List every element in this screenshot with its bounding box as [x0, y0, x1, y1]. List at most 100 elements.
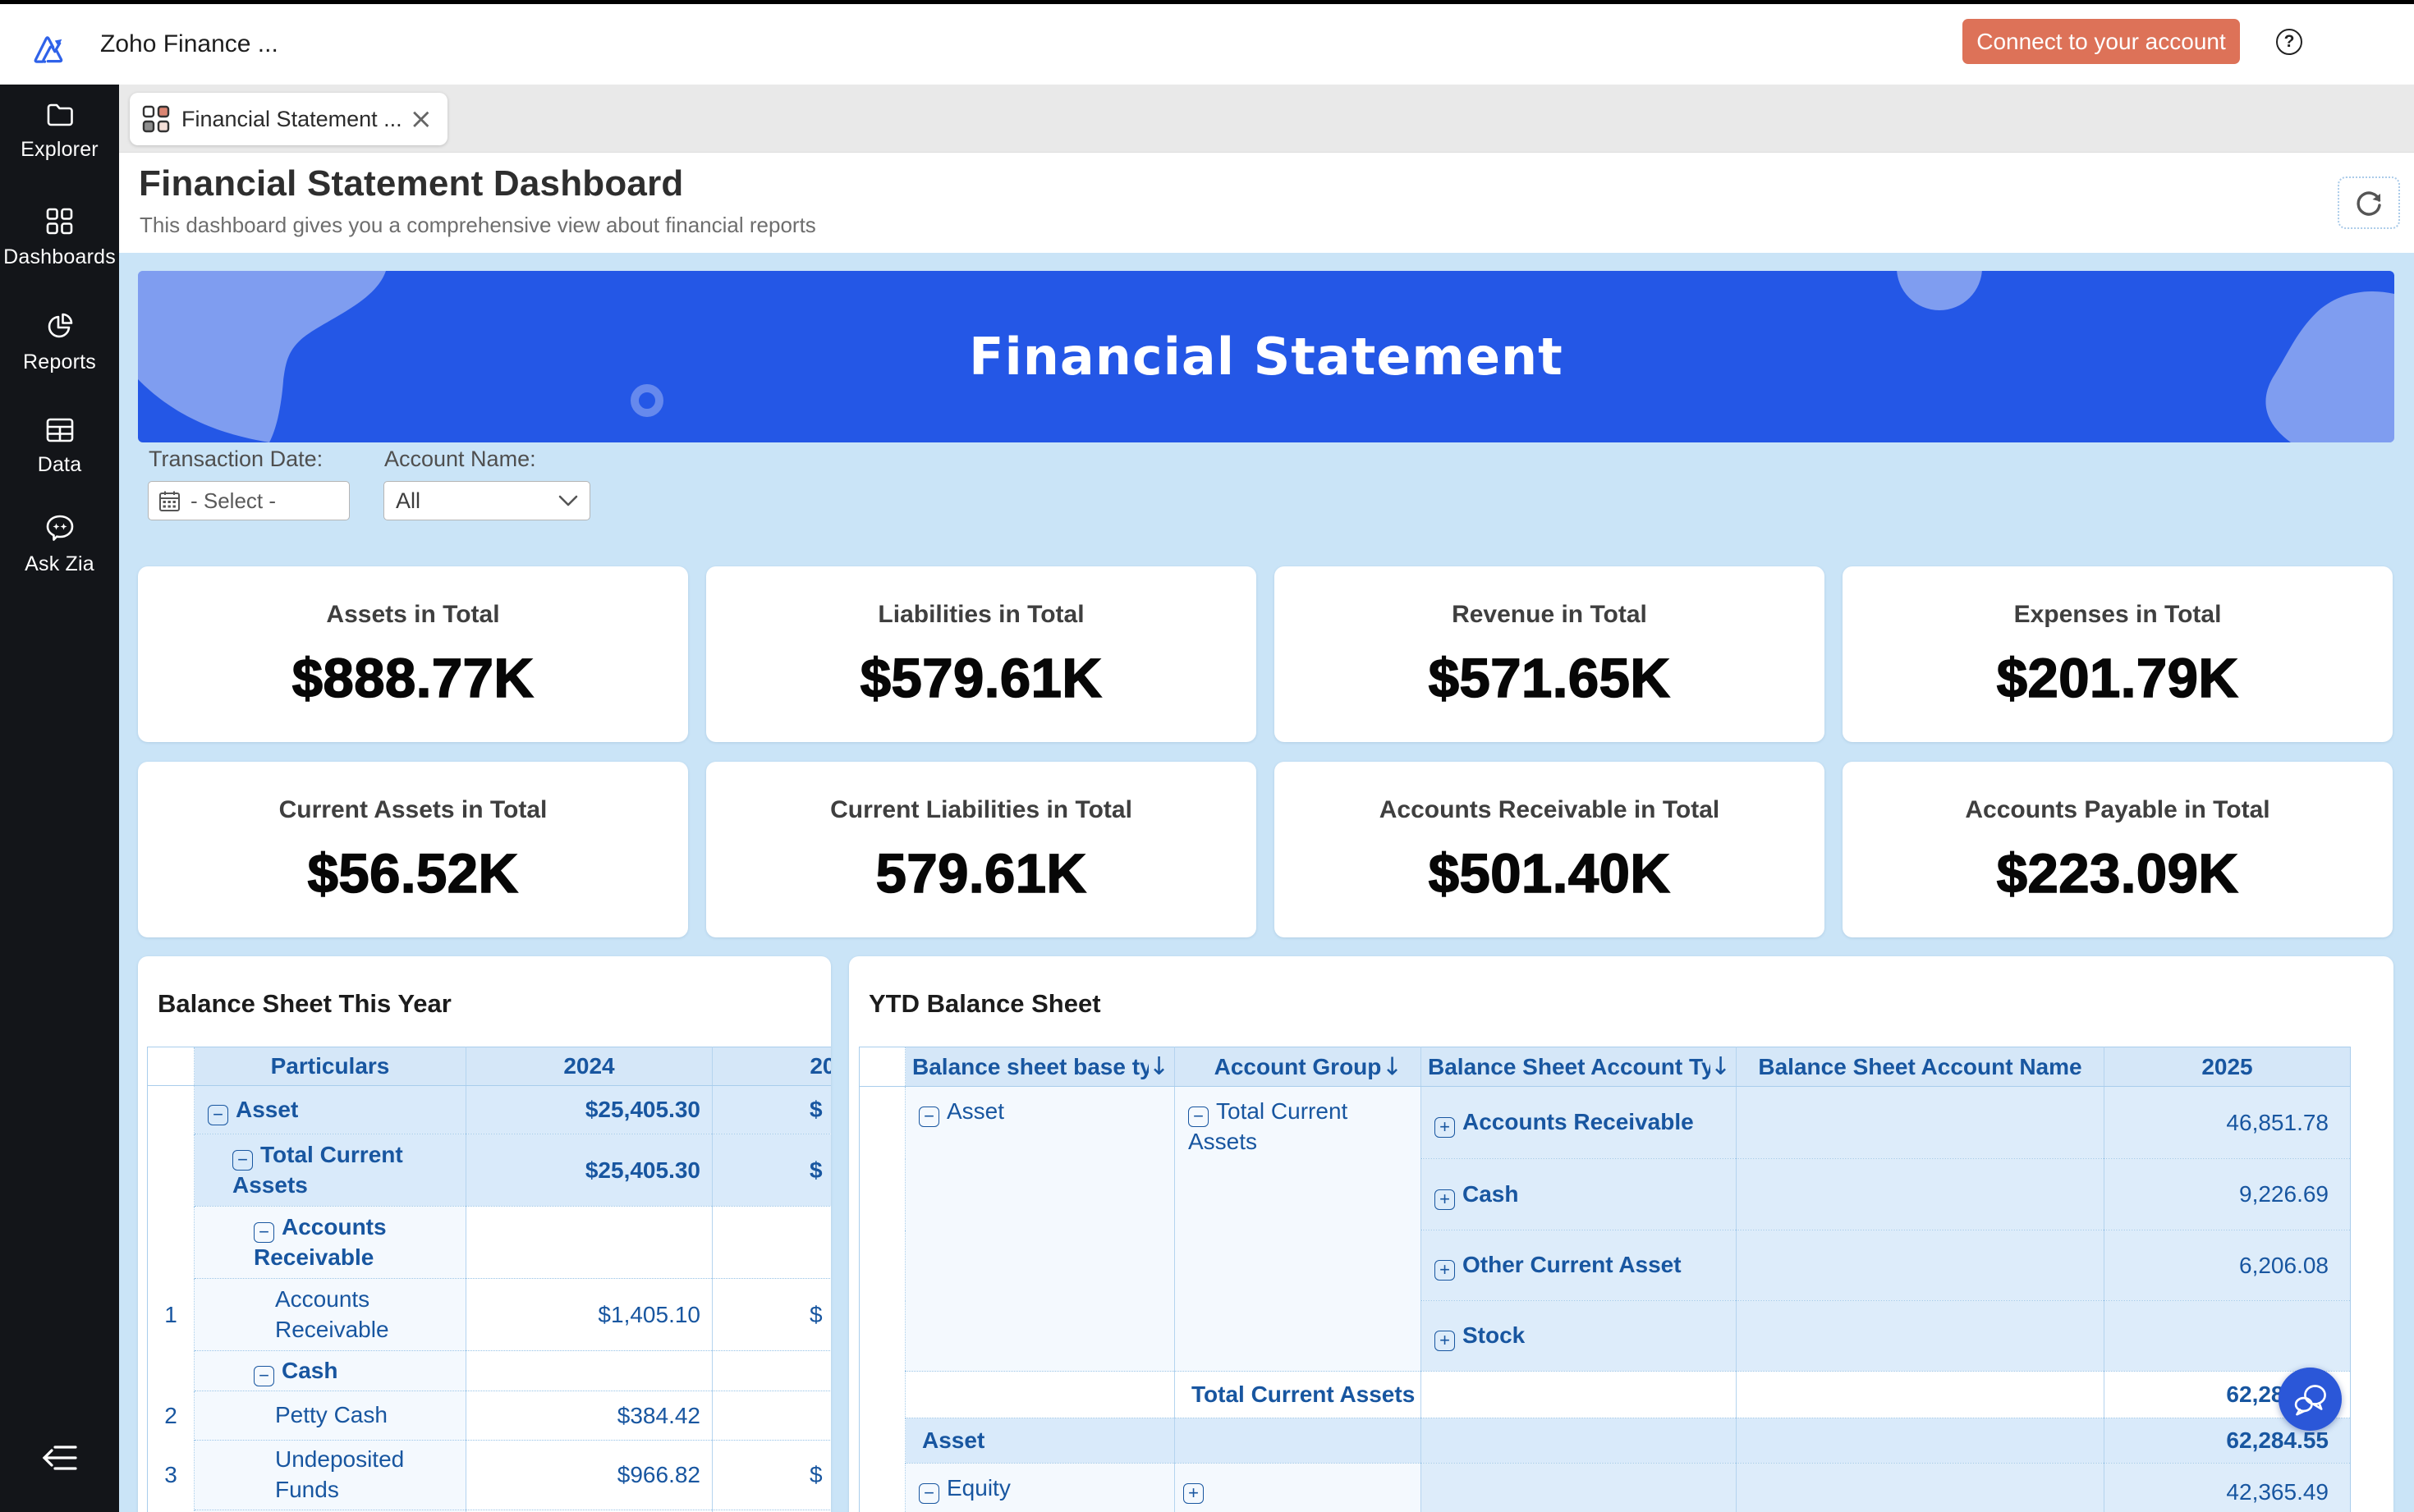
sidebar-item-label: Ask Zia [25, 552, 94, 575]
row-number-cell [859, 1418, 906, 1464]
table-cell: − Cash [194, 1350, 466, 1391]
col-header-account-group[interactable]: Account Group ↓ [1174, 1047, 1421, 1087]
col-header-2025[interactable]: 2025 [2104, 1047, 2351, 1087]
row-number-cell [147, 1047, 195, 1086]
account-name-select[interactable]: All [383, 481, 590, 520]
cell-2024 [466, 1206, 713, 1279]
tab-bar: Financial Statement ... × [119, 85, 2414, 153]
col-header-balance-sheet-account-name[interactable]: Balance Sheet Account Name [1736, 1047, 2104, 1087]
table-cell: + Cash [1420, 1158, 1737, 1230]
cell-2024: $384.42 [466, 1391, 713, 1441]
cell-2024: $25,405.30 [466, 1085, 713, 1134]
row-label: Total Current Assets [232, 1141, 403, 1198]
row-label: Total Current Assets [1188, 1098, 1348, 1154]
col-header-2024[interactable]: 2024 [466, 1047, 713, 1086]
table-cell: − Asset [905, 1086, 1175, 1372]
collapse-node-icon[interactable]: − [919, 1483, 939, 1504]
kpi-card-assets-in-total: Assets in Total $888.77K [138, 566, 688, 742]
collapse-sidebar-icon[interactable] [41, 1443, 79, 1473]
kpi-card-accounts-receivable-in-total: Accounts Receivable in Total $501.40K [1274, 762, 1824, 937]
expand-node-icon[interactable]: + [1434, 1117, 1455, 1138]
row-number: 2 [147, 1391, 195, 1441]
table-row: 1 Accounts Receivable $1,405.10 $ [147, 1278, 831, 1351]
col-header-particulars[interactable]: Particulars [194, 1047, 466, 1086]
sidebar-item-label: Data [37, 453, 82, 476]
refresh-icon [2357, 191, 2381, 216]
cell-2024: $1,405.10 [466, 1278, 713, 1351]
cell-2025: 46,851.78 [2104, 1086, 2351, 1159]
sidebar-item-reports[interactable]: Reports [0, 312, 119, 374]
kpi-card-accounts-payable-in-total: Accounts Payable in Total $223.09K [1843, 762, 2393, 937]
table-cell: − Total Current Assets [194, 1134, 466, 1207]
help-icon[interactable]: ? [2276, 29, 2302, 55]
row-label: Asset [947, 1098, 1005, 1124]
tab-close-icon[interactable]: × [409, 103, 434, 135]
table-cell [1420, 1418, 1737, 1464]
kpi-label: Assets in Total [326, 601, 500, 628]
banner-decoration [138, 271, 2394, 442]
table-cell: − Accounts Receivable [194, 1206, 466, 1279]
collapse-node-icon[interactable]: − [232, 1149, 253, 1171]
row-label: Stock [1462, 1322, 1526, 1348]
chevron-down-icon [558, 495, 578, 506]
kpi-value: 579.61K [875, 842, 1087, 905]
col-header-balance-sheet-base-ty[interactable]: Balance sheet base ty ↓ [905, 1047, 1175, 1087]
table-cell: Undeposited Funds [194, 1440, 466, 1510]
cell-2024: $25,405.30 [466, 1134, 713, 1207]
expand-node-icon[interactable]: + [1183, 1483, 1204, 1504]
dashboards-grid-icon [0, 208, 119, 235]
panel-right-title: YTD Balance Sheet [869, 989, 1101, 1018]
cell-2025: 42,365.49 [2104, 1463, 2351, 1512]
zoho-analytics-logo-icon[interactable] [31, 27, 71, 66]
table-cell [1174, 1418, 1421, 1464]
col-header-2025[interactable]: 2025 [712, 1047, 831, 1086]
sidebar-item-explorer[interactable]: Explorer [0, 103, 119, 162]
cell-2025 [2104, 1300, 2351, 1372]
sidebar-item-ask-zia[interactable]: Ask Zia [0, 515, 119, 576]
table-cell [1736, 1463, 2104, 1512]
banner-title: Financial Statement [969, 327, 1563, 387]
row-label: Undeposited Funds [275, 1446, 405, 1502]
row-label: Accounts Receivable [275, 1285, 389, 1342]
table-row: + Cash 9,226.69 [859, 1158, 2351, 1230]
table-cell: + Other Current Asset [1420, 1230, 1737, 1301]
row-number [859, 1158, 906, 1230]
collapse-node-icon[interactable]: − [919, 1107, 939, 1127]
table-row: 2 Petty Cash $384.42 [147, 1391, 831, 1441]
expand-node-icon[interactable]: + [1434, 1331, 1455, 1351]
collapse-node-icon[interactable]: − [208, 1104, 228, 1125]
ytd-balance-sheet-table: Balance sheet base ty ↓ Account Group ↓ Bala… [859, 1047, 2351, 1512]
row-label: Accounts Receivable [1462, 1109, 1694, 1134]
expand-node-icon[interactable]: + [1434, 1189, 1455, 1210]
refresh-button[interactable] [2338, 176, 2400, 229]
table-cell [1420, 1463, 1737, 1512]
col-header-balance-sheet-account-ty[interactable]: Balance Sheet Account Ty ↓ [1420, 1047, 1737, 1087]
table-row: + Stock [859, 1300, 2351, 1372]
collapse-node-icon[interactable]: − [254, 1365, 274, 1386]
transaction-date-input[interactable]: - Select - [148, 481, 350, 520]
connect-account-button[interactable]: Connect to your account [1962, 19, 2240, 64]
sidebar-item-data[interactable]: Data [0, 418, 119, 477]
cell-2024 [466, 1350, 713, 1391]
cell-2024 [466, 1510, 713, 1512]
collapse-node-icon[interactable]: − [254, 1221, 274, 1243]
sidebar-item-dashboards[interactable]: Dashboards [0, 208, 119, 269]
table-cell [1420, 1371, 1737, 1418]
topbar: Zoho Finance ... Connect to your account… [0, 4, 2414, 85]
collapse-node-icon[interactable]: − [1188, 1107, 1209, 1127]
sort-desc-icon: ↓ [1710, 1052, 1731, 1081]
cell-2025: $ [712, 1134, 831, 1207]
table-row: − Total Current Assets $25,405.30 $ [147, 1134, 831, 1207]
expand-node-icon[interactable]: + [1434, 1260, 1455, 1281]
row-label: Other Current Asset [1462, 1252, 1682, 1277]
dashboard-canvas: Financial Statement Transaction Date: - … [119, 253, 2414, 1512]
kpi-label: Accounts Receivable in Total [1379, 796, 1720, 823]
row-number [147, 1134, 195, 1207]
row-number [859, 1230, 906, 1301]
cell-2025 [712, 1206, 831, 1279]
chat-assistant-button[interactable] [2279, 1368, 2342, 1431]
tab-financial-statement[interactable]: Financial Statement ... × [130, 93, 447, 145]
page-title: Financial Statement Dashboard [139, 163, 684, 204]
balance-sheet-this-year-table: Particulars20242025−Asset$25,405.30$−Tot… [147, 1047, 831, 1512]
table-cell: − Equity [905, 1463, 1175, 1512]
